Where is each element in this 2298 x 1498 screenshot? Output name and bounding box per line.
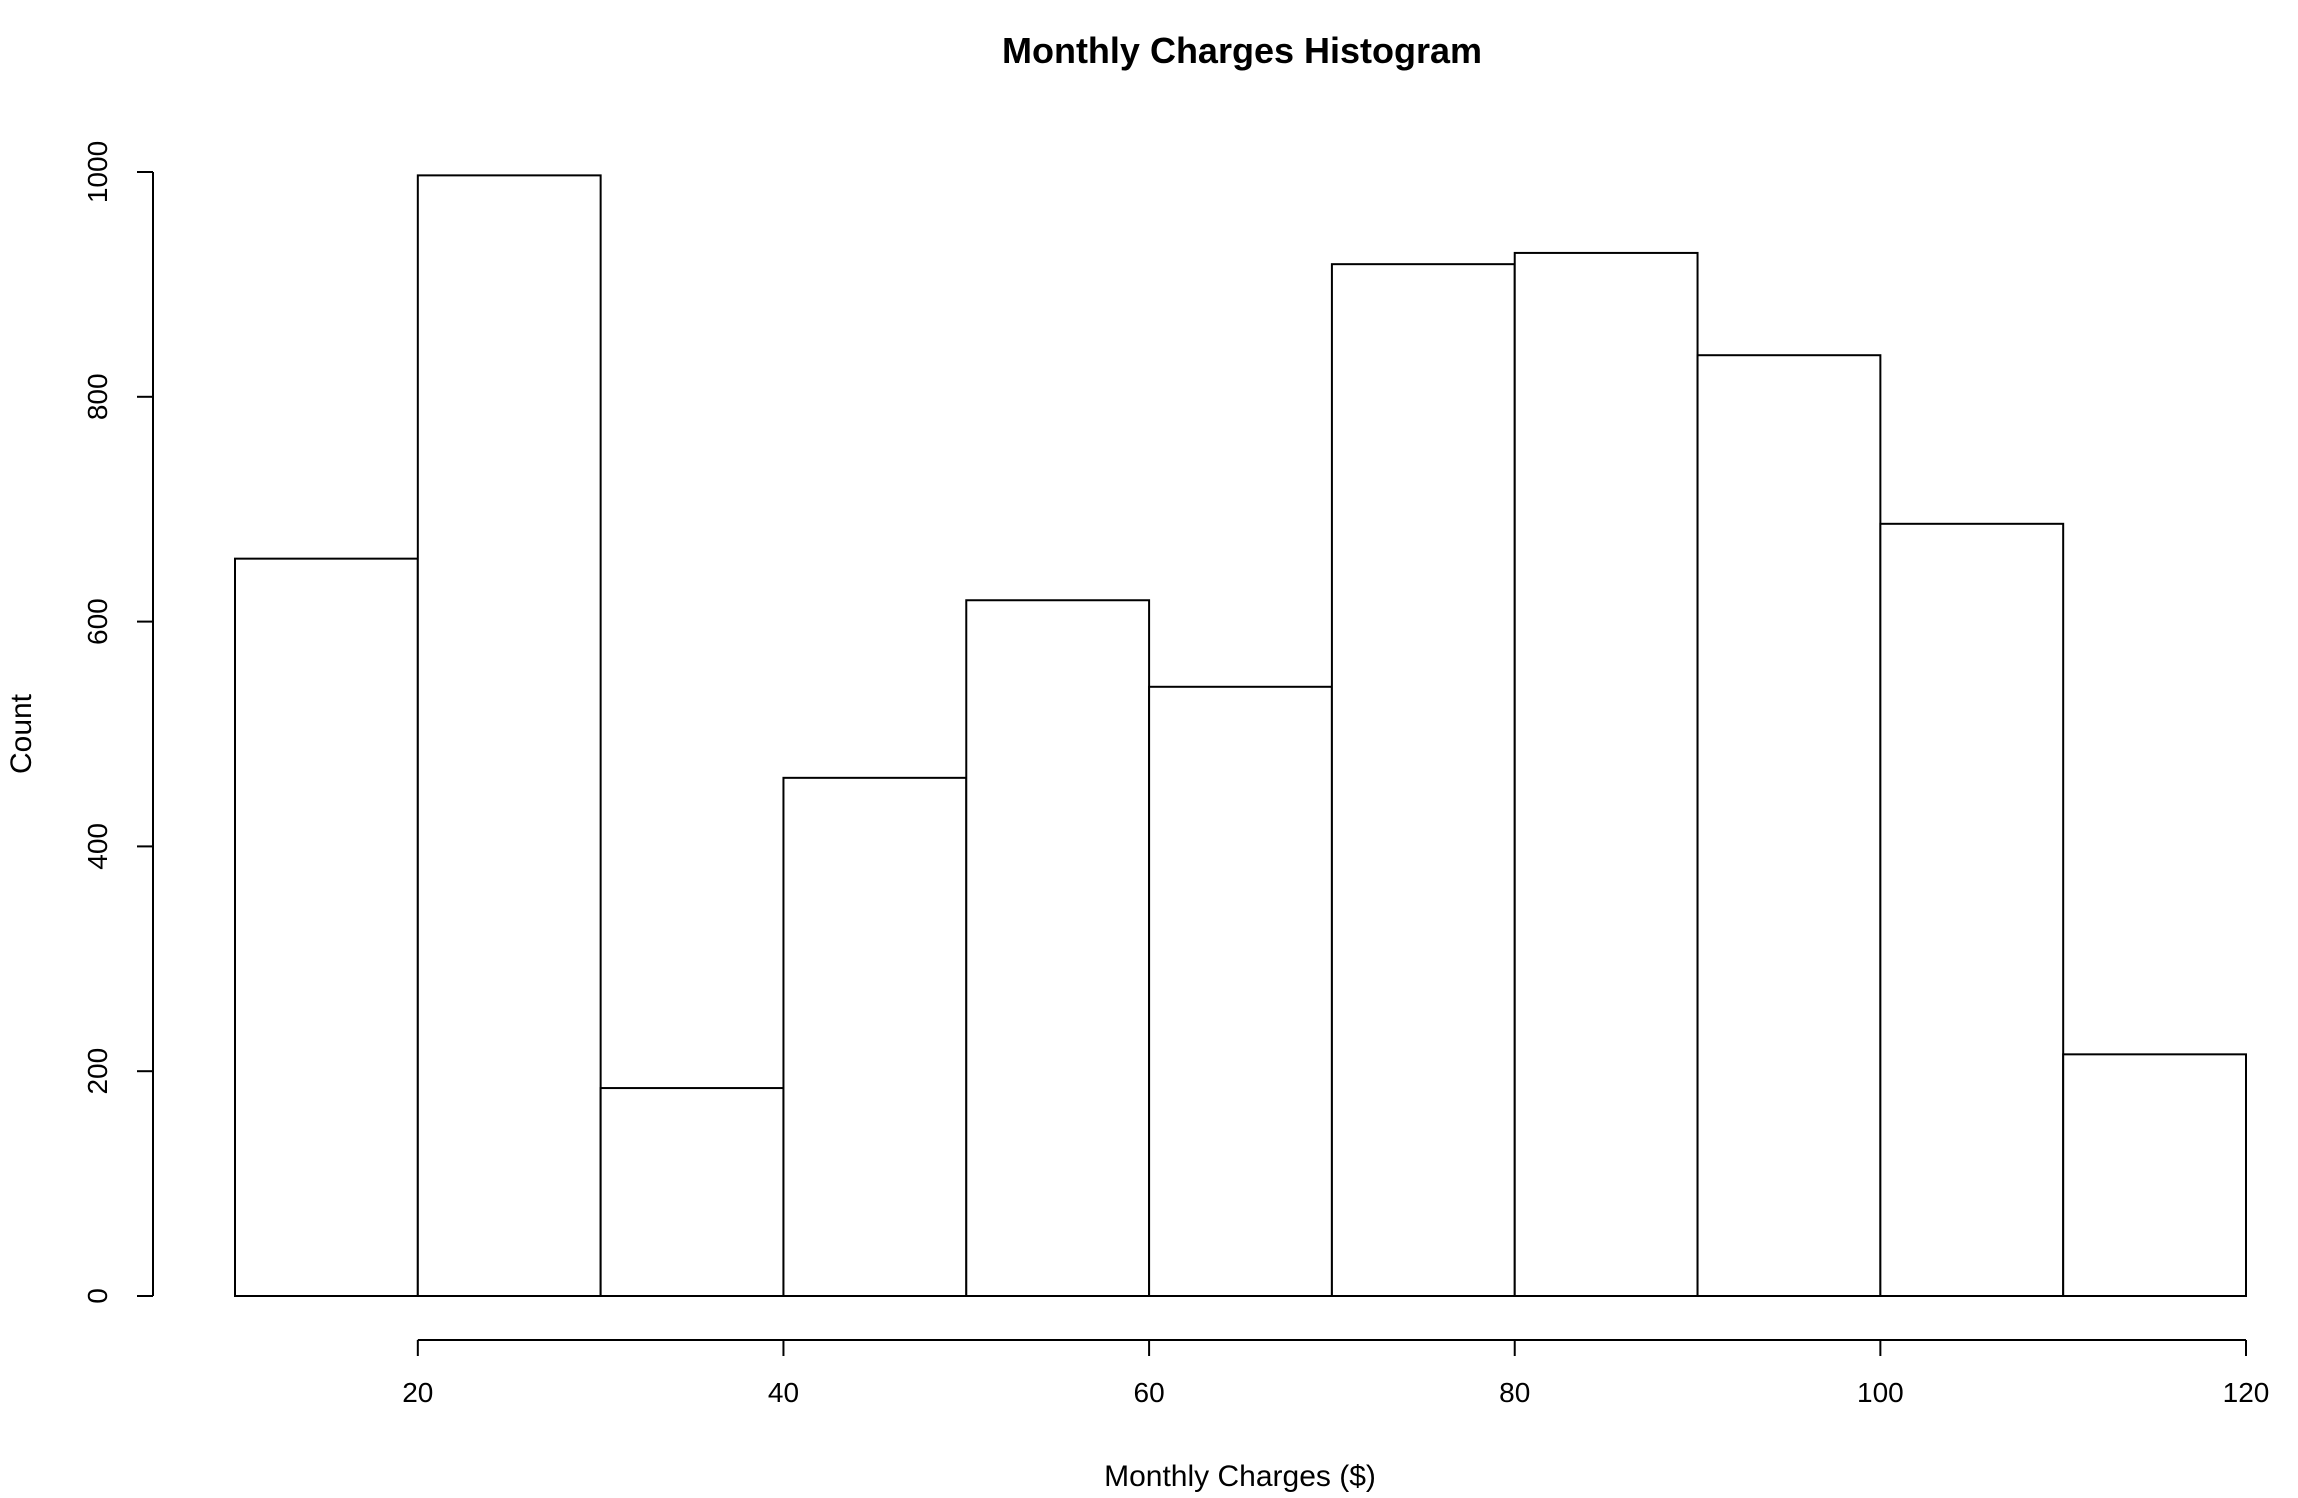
y-tick-label: 200: [82, 1048, 113, 1095]
histogram-bar: [1879, 522, 2065, 1297]
chart-title: Monthly Charges Histogram: [1002, 30, 1482, 71]
histogram-bar: [1330, 263, 1516, 1298]
histogram-bar: [1696, 354, 1882, 1298]
bars-group: [234, 174, 2248, 1298]
x-tick-label: 40: [768, 1377, 799, 1408]
histogram-bar: [416, 174, 602, 1298]
x-tick-label: 80: [1499, 1377, 1530, 1408]
y-tick-label: 0: [82, 1288, 113, 1304]
histogram-bar: [234, 557, 419, 1297]
histogram-bar: [965, 599, 1151, 1297]
y-tick-label: 1000: [82, 141, 113, 203]
x-axis-label: Monthly Charges ($): [1104, 1460, 1376, 1493]
y-tick-label: 800: [82, 373, 113, 420]
y-axis-label: Count: [5, 693, 38, 774]
histogram-bar: [782, 776, 968, 1297]
x-tick-label: 120: [2223, 1377, 2270, 1408]
x-tick-label: 100: [1857, 1377, 1904, 1408]
x-tick-label: 20: [402, 1377, 433, 1408]
x-tick-label: 60: [1134, 1377, 1165, 1408]
y-tick-label: 600: [82, 598, 113, 645]
y-axis: 0 200 400 600 800 1000: [82, 141, 154, 1304]
x-axis: 20 40 60 80 100 120: [402, 1339, 2270, 1408]
y-tick-label: 400: [82, 823, 113, 870]
histogram-bar: [2062, 1053, 2248, 1297]
histogram-bar: [1148, 685, 1333, 1297]
histogram-bar: [599, 1087, 785, 1298]
histogram-bar: [1513, 251, 1699, 1298]
